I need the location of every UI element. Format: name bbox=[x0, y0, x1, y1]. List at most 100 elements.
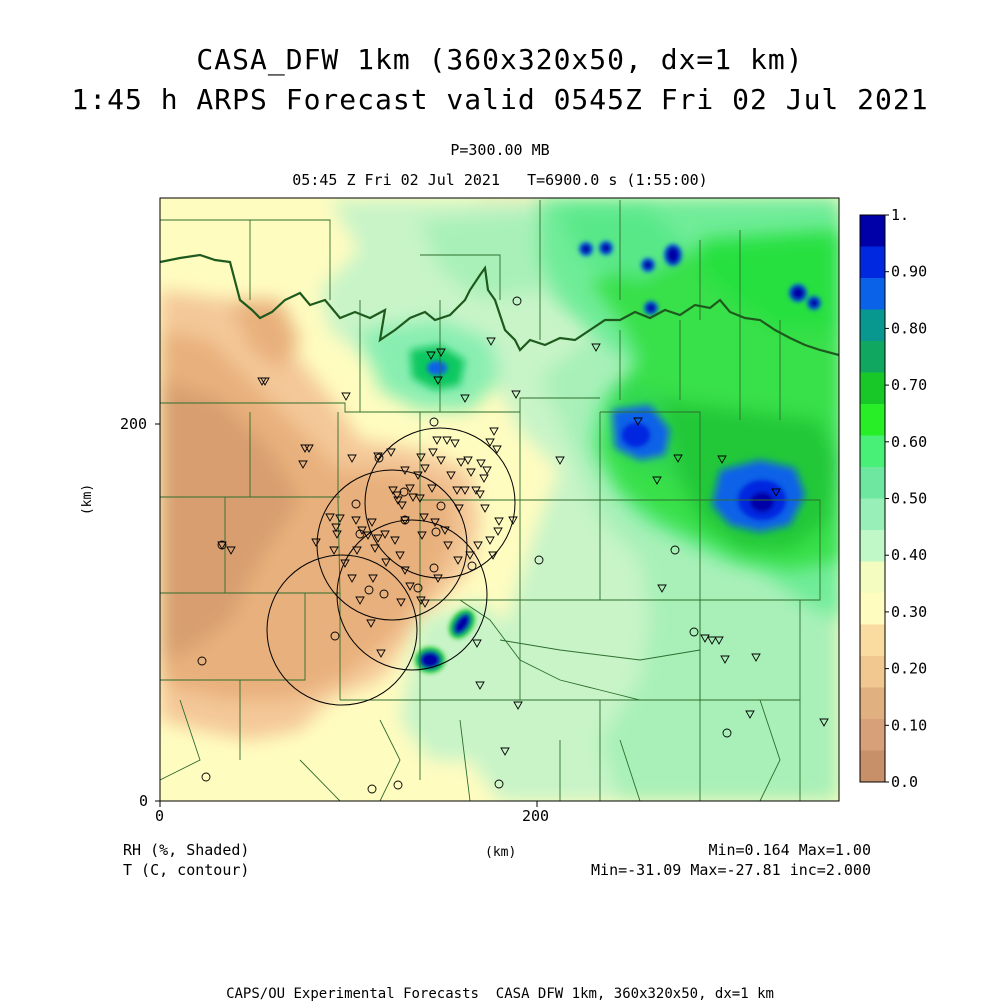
station-triangle bbox=[479, 474, 489, 483]
colorbar-swatch bbox=[860, 309, 885, 342]
colorbar-swatch bbox=[860, 561, 885, 594]
station-triangle bbox=[494, 517, 504, 526]
radar-rings bbox=[266, 427, 516, 706]
station-triangle bbox=[440, 526, 450, 535]
station-triangle bbox=[400, 516, 410, 525]
station-triangle bbox=[380, 530, 390, 539]
rh-stats: Min=0.164 Max=1.00 bbox=[708, 841, 871, 859]
station-triangle bbox=[432, 436, 442, 445]
colorbar-swatch bbox=[860, 341, 885, 373]
station-triangle bbox=[397, 501, 407, 510]
station-triangle bbox=[485, 536, 495, 545]
station-triangle bbox=[298, 460, 308, 469]
station-triangle bbox=[819, 718, 829, 727]
station-triangle bbox=[400, 566, 410, 575]
station-triangle bbox=[426, 351, 436, 360]
station-triangle bbox=[367, 518, 377, 527]
station-triangle bbox=[555, 456, 565, 465]
station-triangle bbox=[714, 636, 724, 645]
colorbar-swatch bbox=[860, 435, 885, 468]
colorbar-label: 0.60 bbox=[891, 433, 927, 451]
station-circle bbox=[467, 561, 477, 571]
station-triangle bbox=[351, 516, 361, 525]
station-circle bbox=[413, 583, 423, 593]
station-triangle bbox=[771, 488, 781, 497]
station-triangle bbox=[485, 438, 495, 447]
colorbar-label: 0.10 bbox=[891, 716, 927, 734]
station-triangle bbox=[260, 377, 270, 386]
station-triangle bbox=[304, 444, 314, 453]
state-border bbox=[160, 253, 839, 357]
station-triangle bbox=[430, 518, 440, 527]
station-triangle bbox=[460, 486, 470, 495]
colorbar-swatch bbox=[860, 719, 885, 751]
station-triangle bbox=[454, 504, 464, 513]
station-triangle bbox=[413, 471, 423, 480]
colorbar-swatch bbox=[860, 467, 885, 499]
x-axis-label: (km) bbox=[485, 845, 517, 860]
station-triangle bbox=[500, 747, 510, 756]
station-triangle bbox=[673, 454, 683, 463]
station-triangle bbox=[633, 417, 643, 426]
station-triangle bbox=[386, 448, 396, 457]
station-triangle bbox=[347, 454, 357, 463]
station-circle bbox=[670, 545, 680, 555]
colorbar-swatch bbox=[860, 498, 885, 531]
station-triangle bbox=[311, 538, 321, 547]
station-circle bbox=[351, 499, 361, 509]
station-triangle bbox=[340, 559, 350, 568]
colorbar-swatch bbox=[860, 404, 885, 436]
colorbar-label: 0.20 bbox=[891, 660, 927, 678]
station-circle bbox=[201, 772, 211, 782]
station-triangle bbox=[436, 348, 446, 357]
station-circle bbox=[494, 779, 504, 789]
valid-time: 05:45 Z Fri 02 Jul 2021 T=6900.0 s (1:55… bbox=[292, 171, 708, 189]
colorbar-label: 0.50 bbox=[891, 490, 927, 508]
station-triangle bbox=[473, 541, 483, 550]
station-triangle bbox=[446, 471, 456, 480]
station-triangle bbox=[390, 536, 400, 545]
station-circle bbox=[399, 487, 409, 497]
station-triangle bbox=[463, 456, 473, 465]
station-circle bbox=[197, 656, 207, 666]
station-triangle bbox=[357, 526, 367, 535]
colorbar: 1. 0.90 0.80 0.70 0.60 0.50 0.40 0.30 0.20 0.10 0.… bbox=[859, 206, 927, 791]
station-triangle bbox=[720, 655, 730, 664]
colorbar-swatch bbox=[860, 624, 885, 657]
station-triangle bbox=[466, 468, 476, 477]
title-line-2: 1:45 h ARPS Forecast valid 0545Z Fri 02 … bbox=[71, 83, 929, 116]
station-triangle bbox=[450, 439, 460, 448]
colorbar-label: 0.0 bbox=[891, 773, 918, 791]
station-triangle bbox=[472, 639, 482, 648]
station-triangle bbox=[325, 513, 335, 522]
station-triangle bbox=[511, 390, 521, 399]
station-triangle bbox=[226, 546, 236, 555]
station-triangle bbox=[433, 376, 443, 385]
y-tick-0: 0 bbox=[139, 792, 149, 810]
station-circle bbox=[364, 585, 374, 595]
station-circle bbox=[400, 515, 410, 525]
station-circle bbox=[431, 527, 441, 537]
station-triangle bbox=[352, 546, 362, 555]
station-circle bbox=[429, 417, 439, 427]
station-circle bbox=[534, 555, 544, 565]
station-triangle bbox=[489, 427, 499, 436]
station-triangle bbox=[419, 513, 429, 522]
station-circle bbox=[379, 589, 389, 599]
station-triangle bbox=[488, 551, 498, 560]
station-triangle bbox=[373, 534, 383, 543]
x-tick-200: 200 bbox=[522, 807, 550, 825]
station-triangle bbox=[443, 541, 453, 550]
plot-frame bbox=[159, 197, 840, 802]
colorbar-swatch bbox=[860, 593, 885, 625]
station-triangle bbox=[341, 392, 351, 401]
station-triangle bbox=[442, 436, 452, 445]
station-triangle bbox=[460, 394, 470, 403]
station-triangle bbox=[513, 701, 523, 710]
station-triangle bbox=[331, 523, 341, 532]
colorbar-label: 0.90 bbox=[891, 263, 927, 281]
station-triangle bbox=[381, 558, 391, 567]
station-triangle bbox=[456, 458, 466, 467]
colorbar-swatch bbox=[860, 278, 885, 310]
station-triangle bbox=[363, 531, 373, 540]
